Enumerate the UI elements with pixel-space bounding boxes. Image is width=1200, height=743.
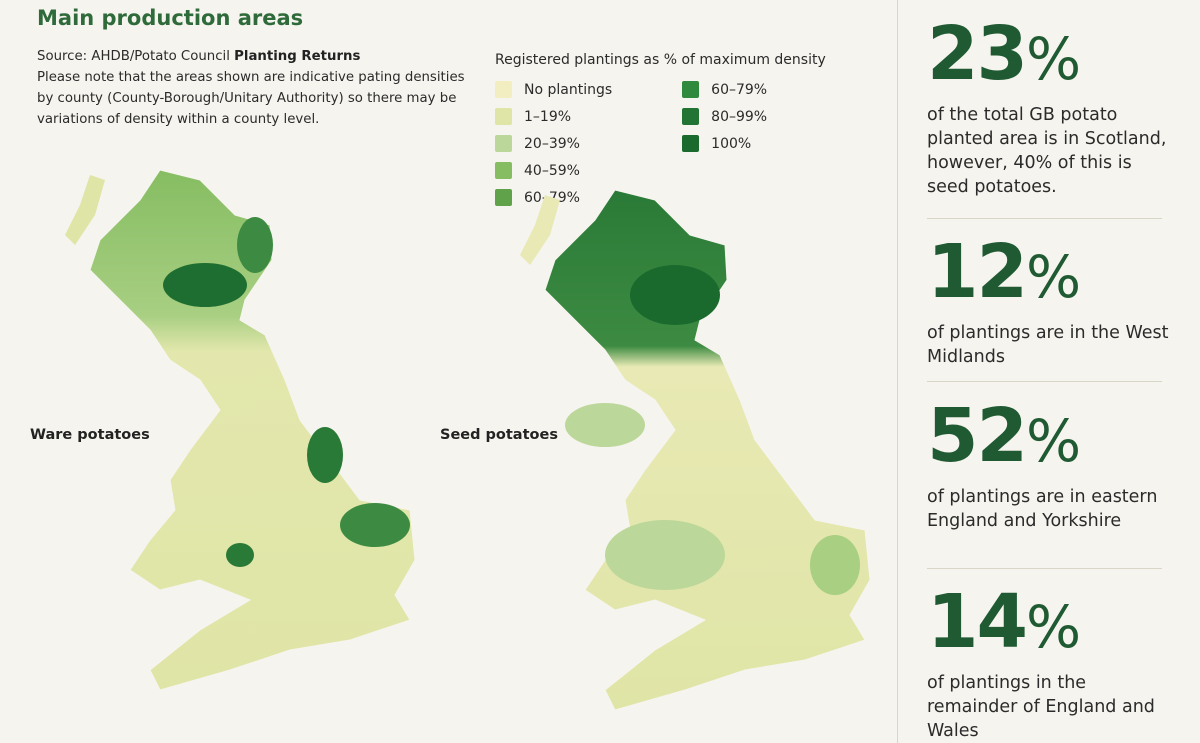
stat-value: 52% xyxy=(927,393,1081,479)
high-density-area xyxy=(226,543,254,567)
high-density-area xyxy=(340,503,410,547)
source-disclaimer: Please note that the areas shown are ind… xyxy=(37,70,465,127)
legend-swatch xyxy=(682,108,700,125)
outer-hebrides-shape xyxy=(520,195,560,265)
high-density-area xyxy=(630,265,720,325)
separator xyxy=(927,218,1162,219)
high-density-area xyxy=(810,535,860,595)
page-title: Main production areas xyxy=(37,6,304,30)
legend-swatch xyxy=(495,135,512,152)
legend-item: 60–79% xyxy=(682,76,767,103)
legend-label: 20–39% xyxy=(524,135,580,152)
legend-swatch xyxy=(495,162,512,179)
outer-hebrides-shape xyxy=(65,175,105,245)
seed-potatoes-map xyxy=(520,189,871,711)
legend-label: 100% xyxy=(711,135,752,152)
legend-label: 1–19% xyxy=(524,108,572,125)
legend-swatch xyxy=(495,108,512,125)
legend-column-1: No plantings 1–19% 20–39% 40–59% 60–79% xyxy=(495,76,612,211)
ware-potatoes-map xyxy=(65,169,416,691)
stat-value: 12% xyxy=(927,229,1081,315)
stat-remainder: 14% of plantings in the remainder of Eng… xyxy=(927,582,1177,743)
legend-item: 1–19% xyxy=(495,103,612,130)
legend-item: 100% xyxy=(682,130,767,157)
stat-eastern-england: 52% of plantings are in eastern England … xyxy=(927,396,1177,533)
high-density-area xyxy=(237,217,273,273)
legend-item: 80–99% xyxy=(682,103,767,130)
stat-text: of plantings in the remainder of England… xyxy=(927,673,1155,741)
divider xyxy=(897,0,898,743)
legend-item: 40–59% xyxy=(495,157,612,184)
stat-value: 14% xyxy=(927,579,1081,665)
ware-map-label: Ware potatoes xyxy=(30,427,150,443)
legend-title: Registered plantings as % of maximum den… xyxy=(495,52,826,68)
stat-text: of the total GB potato planted area is i… xyxy=(927,105,1167,197)
high-density-area xyxy=(307,427,343,483)
seed-map-label: Seed potatoes xyxy=(440,427,558,443)
legend-item: 20–39% xyxy=(495,130,612,157)
legend-column-2: 60–79% 80–99% 100% xyxy=(682,76,767,211)
legend-label: No plantings xyxy=(524,81,613,98)
legend-label: 60–79% xyxy=(711,81,768,98)
high-density-area xyxy=(605,520,725,590)
legend-item: No plantings xyxy=(495,76,612,103)
legend-label: 80–99% xyxy=(711,108,768,125)
legend-label: 40–59% xyxy=(524,162,580,179)
separator xyxy=(927,568,1162,569)
source-prefix: Source: AHDB/Potato Council xyxy=(37,49,235,64)
source-bold: Planting Returns xyxy=(234,49,361,64)
stat-value: 23% xyxy=(927,11,1081,97)
legend: Registered plantings as % of maximum den… xyxy=(495,52,826,211)
high-density-area xyxy=(163,263,247,307)
legend-swatch xyxy=(682,81,700,98)
great-britain-shape xyxy=(544,189,871,711)
separator xyxy=(927,381,1162,382)
stat-text: of plantings are in the West Midlands xyxy=(927,323,1169,367)
legend-swatch xyxy=(495,81,512,98)
stat-scotland: 23% of the total GB potato planted area … xyxy=(927,14,1177,199)
high-density-area xyxy=(565,403,645,447)
stat-text: of plantings are in eastern England and … xyxy=(927,487,1158,531)
great-britain-shape xyxy=(89,169,416,691)
stat-west-midlands: 12% of plantings are in the West Midland… xyxy=(927,232,1177,369)
source-note: Source: AHDB/Potato Council Planting Ret… xyxy=(37,46,467,130)
legend-swatch xyxy=(495,189,512,206)
legend-swatch xyxy=(682,135,700,152)
